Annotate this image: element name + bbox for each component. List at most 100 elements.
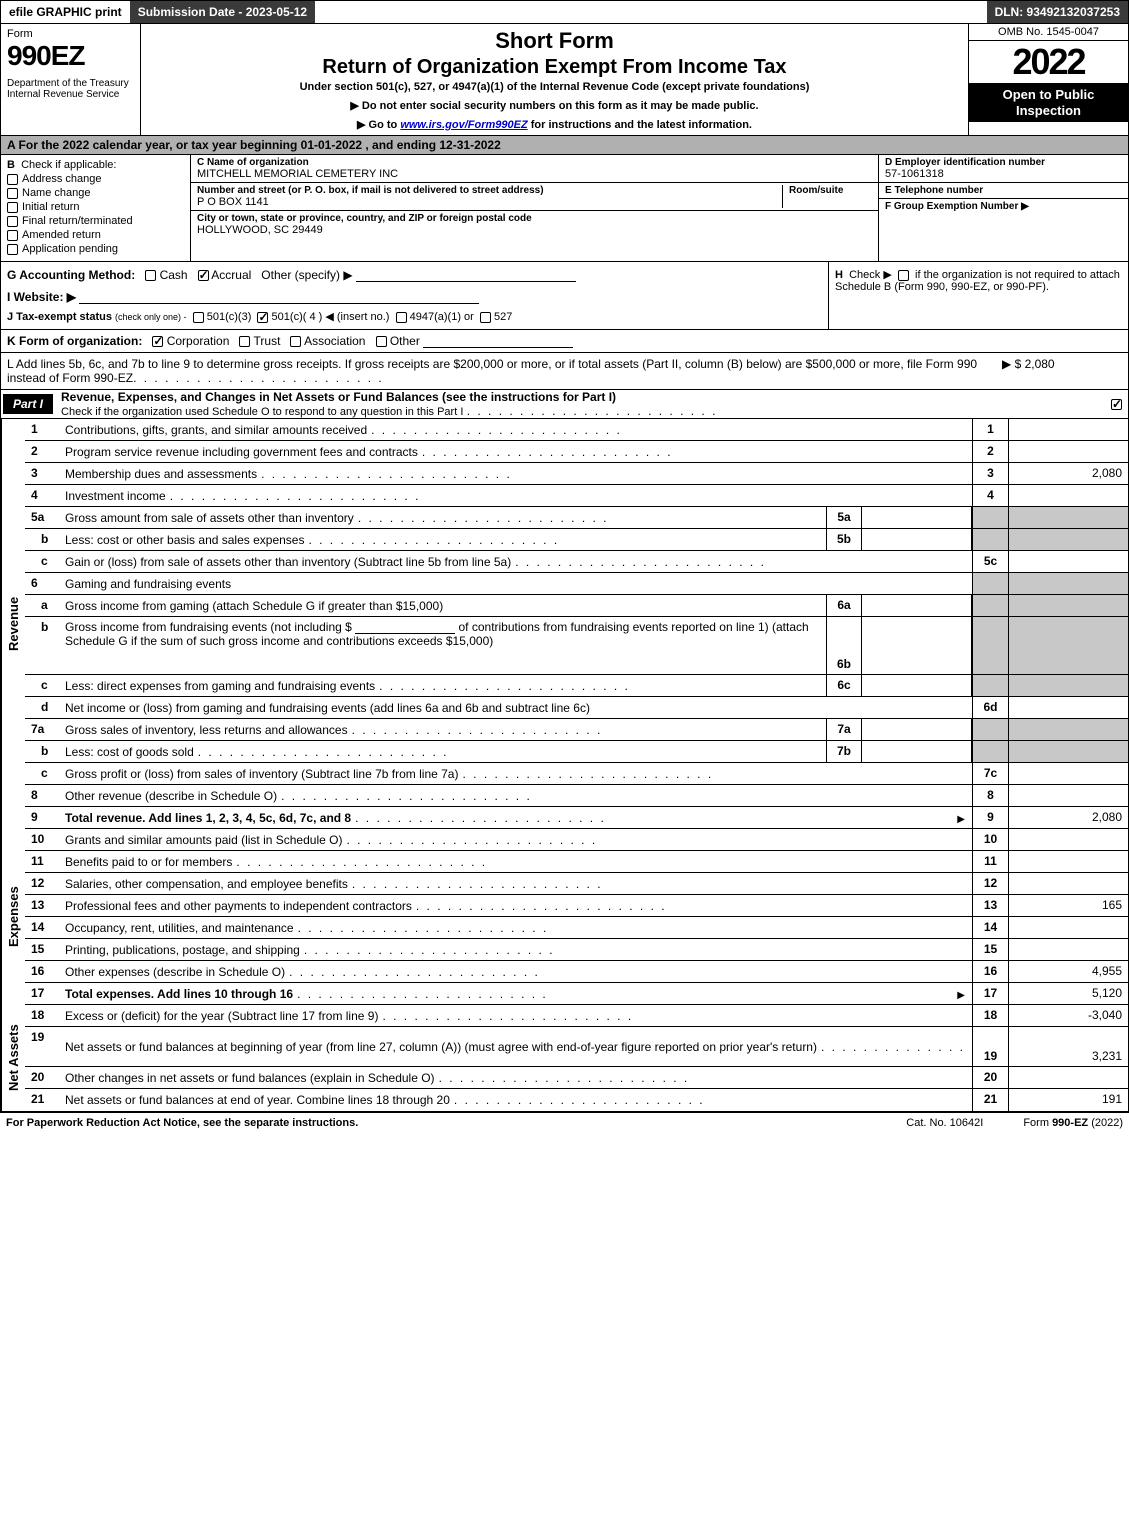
line-20: 20 Other changes in net assets or fund b… — [25, 1067, 1128, 1089]
main-title: Return of Organization Exempt From Incom… — [147, 56, 962, 79]
arrow-icon — [954, 987, 968, 1001]
footer-right: Form 990-EZ (2022) — [1023, 1117, 1123, 1129]
line-16: 16 Other expenses (describe in Schedule … — [25, 961, 1128, 983]
chk-other-org[interactable] — [376, 336, 387, 347]
footer-catno: Cat. No. 10642I — [866, 1117, 1023, 1129]
line-11: 11 Benefits paid to or for members 11 — [25, 851, 1128, 873]
chk-schedule-b[interactable] — [898, 270, 909, 281]
under-section: Under section 501(c), 527, or 4947(a)(1)… — [147, 81, 962, 93]
irs-link[interactable]: www.irs.gov/Form990EZ — [400, 119, 527, 131]
org-name-cell: C Name of organization MITCHELL MEMORIAL… — [191, 155, 878, 183]
chk-501c[interactable] — [257, 312, 268, 323]
header-left: Form 990EZ Department of the Treasury In… — [1, 24, 141, 135]
ssn-note: ▶ Do not enter social security numbers o… — [147, 99, 962, 112]
omb-number: OMB No. 1545-0047 — [969, 24, 1128, 41]
row-gh: G Accounting Method: Cash Accrual Other … — [0, 262, 1129, 330]
val-18: -3,040 — [1008, 1005, 1128, 1026]
line-8: 8 Other revenue (describe in Schedule O)… — [25, 785, 1128, 807]
header-center: Short Form Return of Organization Exempt… — [141, 24, 968, 135]
tax-year: 2022 — [969, 41, 1128, 83]
row-l: L Add lines 5b, 6c, and 7b to line 9 to … — [0, 353, 1129, 390]
side-netassets: Net Assets — [1, 1005, 25, 1111]
line-7b: b Less: cost of goods sold 7b — [25, 741, 1128, 763]
chk-accrual[interactable] — [198, 270, 209, 281]
line-5c: c Gain or (loss) from sale of assets oth… — [25, 551, 1128, 573]
expenses-grid: Expenses 10 Grants and similar amounts p… — [0, 829, 1129, 1005]
group-cell: F Group Exemption Number ▶ — [879, 199, 1128, 214]
chk-501c3[interactable] — [193, 312, 204, 323]
ein-cell: D Employer identification number 57-1061… — [879, 155, 1128, 183]
chk-name-change[interactable]: Name change — [7, 187, 184, 199]
city-label: City or town, state or province, country… — [197, 213, 872, 224]
val-3: 2,080 — [1008, 463, 1128, 484]
header-right: OMB No. 1545-0047 2022 Open to Public In… — [968, 24, 1128, 135]
revenue-rows: 1 Contributions, gifts, grants, and simi… — [25, 419, 1128, 829]
chk-application-pending[interactable]: Application pending — [7, 243, 184, 255]
line-13: 13 Professional fees and other payments … — [25, 895, 1128, 917]
line-15: 15 Printing, publications, postage, and … — [25, 939, 1128, 961]
val-5c — [1008, 551, 1128, 572]
chk-cash[interactable] — [145, 270, 156, 281]
chk-association[interactable] — [290, 336, 301, 347]
tel-label: E Telephone number — [885, 185, 1122, 196]
line-1: 1 Contributions, gifts, grants, and simi… — [25, 419, 1128, 441]
goto-post: for instructions and the latest informat… — [528, 119, 752, 131]
ein-value: 57-1061318 — [885, 168, 1122, 180]
org-name-label: C Name of organization — [197, 157, 872, 168]
val-7c — [1008, 763, 1128, 784]
page-footer: For Paperwork Reduction Act Notice, see … — [0, 1112, 1129, 1133]
chk-address-change[interactable]: Address change — [7, 173, 184, 185]
line-6a: a Gross income from gaming (attach Sched… — [25, 595, 1128, 617]
chk-527[interactable] — [480, 312, 491, 323]
form-header: Form 990EZ Department of the Treasury In… — [0, 24, 1129, 136]
val-4 — [1008, 485, 1128, 506]
line-10: 10 Grants and similar amounts paid (list… — [25, 829, 1128, 851]
val-6b — [862, 617, 972, 674]
val-7b — [862, 741, 972, 762]
open-to-public: Open to Public Inspection — [969, 83, 1128, 122]
other-org-blank — [423, 336, 573, 348]
j-label: J Tax-exempt status — [7, 311, 112, 323]
chk-corporation[interactable] — [152, 336, 163, 347]
val-8 — [1008, 785, 1128, 806]
val-15 — [1008, 939, 1128, 960]
footer-left: For Paperwork Reduction Act Notice, see … — [6, 1117, 866, 1129]
val-16: 4,955 — [1008, 961, 1128, 982]
website-blank — [79, 292, 479, 304]
val-20 — [1008, 1067, 1128, 1088]
other-blank — [356, 270, 576, 282]
chk-4947[interactable] — [396, 312, 407, 323]
top-bar: efile GRAPHIC print Submission Date - 20… — [0, 0, 1129, 24]
line-6b: b Gross income from fundraising events (… — [25, 617, 1128, 675]
g-label: G Accounting Method: — [7, 268, 135, 282]
line-12: 12 Salaries, other compensation, and emp… — [25, 873, 1128, 895]
val-5a — [862, 507, 972, 528]
val-9: 2,080 — [1008, 807, 1128, 828]
org-name: MITCHELL MEMORIAL CEMETERY INC — [197, 168, 872, 180]
chk-final-return[interactable]: Final return/terminated — [7, 215, 184, 227]
box-b-title: B Check if applicable: — [7, 159, 184, 171]
netassets-rows: 18 Excess or (deficit) for the year (Sub… — [25, 1005, 1128, 1111]
row-k: K Form of organization: Corporation Trus… — [0, 330, 1129, 353]
street-label: Number and street (or P. O. box, if mail… — [197, 185, 782, 196]
box-c: C Name of organization MITCHELL MEMORIAL… — [191, 155, 878, 261]
line-6d: d Net income or (loss) from gaming and f… — [25, 697, 1128, 719]
efile-print[interactable]: efile GRAPHIC print — [1, 1, 130, 23]
goto-pre: ▶ Go to — [357, 119, 400, 131]
line-21: 21 Net assets or fund balances at end of… — [25, 1089, 1128, 1111]
line-7c: c Gross profit or (loss) from sales of i… — [25, 763, 1128, 785]
val-7a — [862, 719, 972, 740]
goto-note: ▶ Go to www.irs.gov/Form990EZ for instru… — [147, 118, 962, 131]
val-11 — [1008, 851, 1128, 872]
i-label: I Website: ▶ — [7, 290, 76, 304]
chk-amended-return[interactable]: Amended return — [7, 229, 184, 241]
line-7a: 7a Gross sales of inventory, less return… — [25, 719, 1128, 741]
chk-schedule-o-part1[interactable] — [1111, 399, 1122, 410]
netassets-grid: Net Assets 18 Excess or (deficit) for th… — [0, 1005, 1129, 1112]
val-17: 5,120 — [1008, 983, 1128, 1004]
city-value: HOLLYWOOD, SC 29449 — [197, 224, 872, 236]
part-1-header: Part I Revenue, Expenses, and Changes in… — [0, 390, 1129, 419]
chk-trust[interactable] — [239, 336, 250, 347]
chk-initial-return[interactable]: Initial return — [7, 201, 184, 213]
line-19: 19 Net assets or fund balances at beginn… — [25, 1027, 1128, 1067]
